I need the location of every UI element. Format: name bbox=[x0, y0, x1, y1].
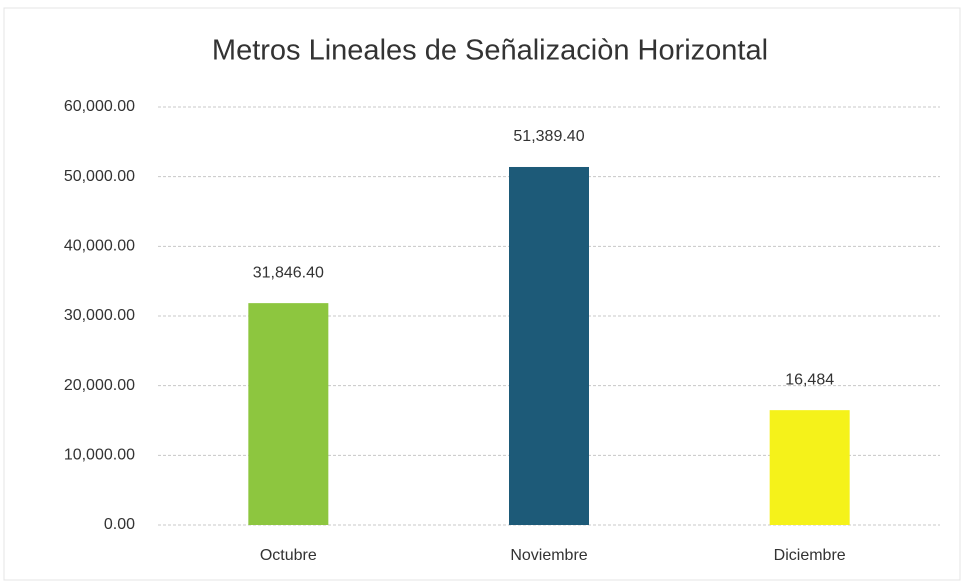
y-tick-label: 10,000.00 bbox=[64, 447, 135, 464]
y-tick-label: 50,000.00 bbox=[64, 168, 135, 185]
y-tick-label: 30,000.00 bbox=[64, 307, 135, 324]
x-tick-label: Noviembre bbox=[510, 547, 587, 564]
x-tick-label: Octubre bbox=[260, 547, 317, 564]
y-tick-label: 60,000.00 bbox=[64, 98, 135, 115]
bar bbox=[769, 410, 850, 525]
bar bbox=[248, 303, 329, 525]
bar bbox=[509, 166, 589, 525]
x-tick-label: Diciembre bbox=[774, 547, 846, 564]
data-label: 51,389.40 bbox=[513, 128, 584, 145]
chart-title: Metros Lineales de Señalizaciòn Horizont… bbox=[212, 35, 768, 67]
y-tick-label: 40,000.00 bbox=[64, 238, 135, 255]
y-tick-label: 0.00 bbox=[104, 516, 135, 533]
data-label: 16,484 bbox=[785, 371, 834, 388]
y-tick-label: 20,000.00 bbox=[64, 377, 135, 394]
data-label: 31,846.40 bbox=[253, 264, 324, 281]
